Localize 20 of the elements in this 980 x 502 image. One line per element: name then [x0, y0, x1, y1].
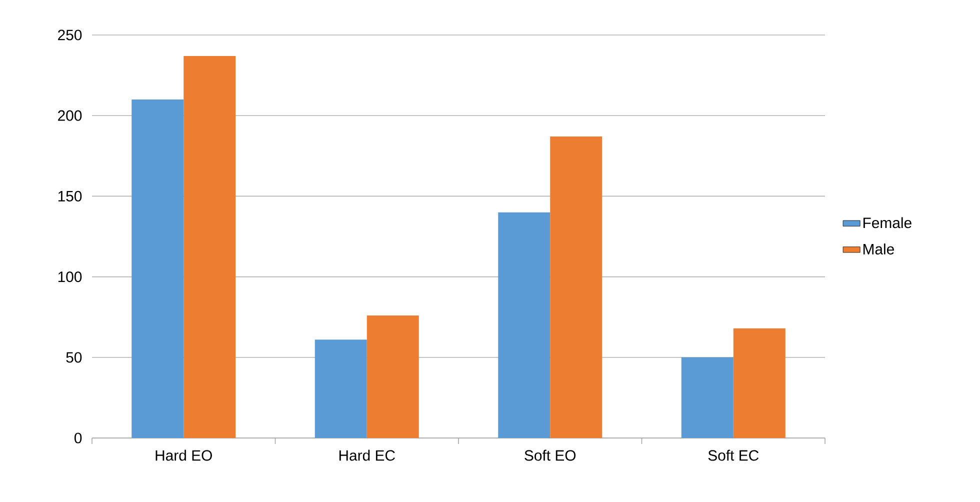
y-tick-label: 50 [66, 352, 82, 363]
x-tick-label: Soft EO [524, 450, 576, 461]
x-tick-label: Hard EO [156, 450, 212, 461]
y-tick-label: 0 [74, 432, 82, 444]
y-tick-label: 250 [58, 30, 82, 40]
x-tick-label: Soft EC [708, 450, 759, 461]
bar [132, 99, 184, 438]
bar [733, 328, 786, 438]
bar [366, 315, 419, 438]
x-tick-label: Hard EC [339, 450, 395, 461]
bar [550, 136, 602, 438]
bar [184, 56, 236, 438]
bar [314, 340, 367, 438]
bar [681, 357, 734, 438]
legend-label: Male [863, 243, 894, 254]
y-tick-label: 150 [58, 190, 82, 202]
y-tick-label: 100 [58, 272, 82, 282]
y-tick-label: 200 [58, 110, 82, 121]
legend-label: Female [863, 217, 912, 228]
bar [498, 212, 550, 438]
